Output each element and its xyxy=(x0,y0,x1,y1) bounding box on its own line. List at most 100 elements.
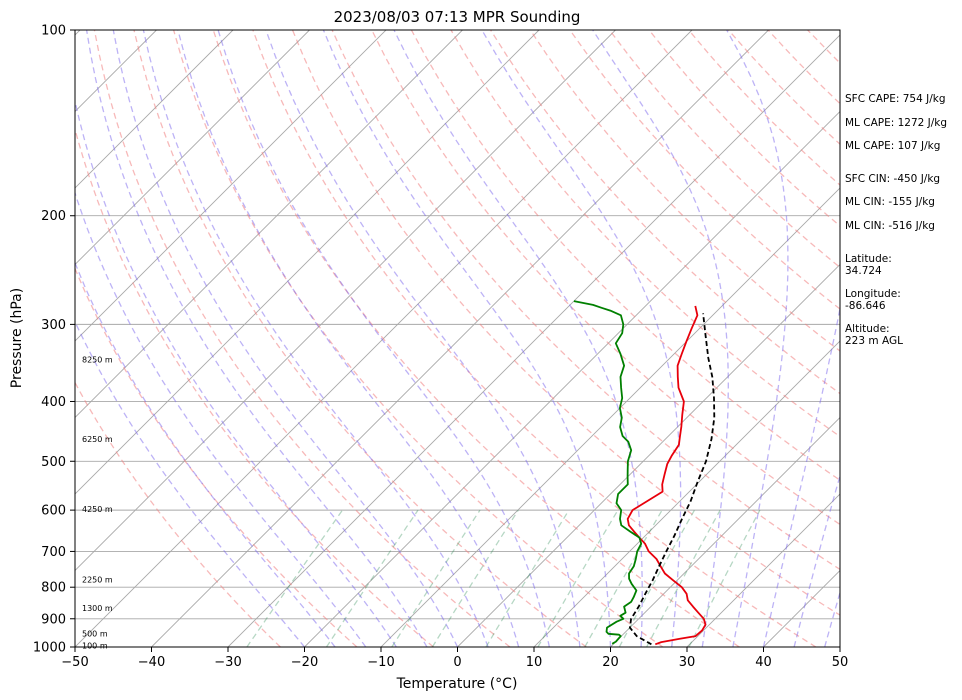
x-tick-label: −50 xyxy=(61,655,88,670)
dry-adiabat-line xyxy=(371,30,840,526)
dry-adiabat-line xyxy=(75,266,358,647)
profile-series xyxy=(573,300,716,646)
dry-adiabat-line xyxy=(490,30,840,395)
stat-sfc-cape: SFC CAPE: 754 J/kg xyxy=(845,93,946,105)
moist-adiabat-line xyxy=(592,30,729,647)
moist-adiabat-line xyxy=(75,190,367,647)
height-label: 6250 m xyxy=(82,435,113,444)
y-tick-label: 400 xyxy=(41,395,66,410)
mixing-ratio-line xyxy=(537,509,619,647)
y-tick-label: 200 xyxy=(41,209,66,224)
y-axis: 100 200 300 400 500 600 700 800 900 1000 xyxy=(33,24,75,656)
isotherm-line xyxy=(686,493,840,647)
dry-adiabat-line xyxy=(291,30,840,616)
x-tick-label: 0 xyxy=(453,655,461,670)
moist-adiabat-line xyxy=(217,30,550,647)
parcel-line xyxy=(629,313,716,646)
y-tick-label: 700 xyxy=(41,545,66,560)
isotherm-line xyxy=(304,110,840,647)
mixing-ratio-line xyxy=(688,509,761,647)
moist-adiabat-line xyxy=(322,30,612,647)
isotherm-line xyxy=(75,30,310,266)
y-tick-label: 900 xyxy=(41,612,66,627)
x-tick-label: −10 xyxy=(367,655,394,670)
x-axis-label: Temperature (°C) xyxy=(396,676,518,692)
isotherm-line xyxy=(75,30,387,342)
dry-adiabat-line xyxy=(252,30,817,647)
y-tick-label: 300 xyxy=(41,318,66,333)
plot-frame xyxy=(74,29,841,648)
x-tick-label: 50 xyxy=(832,655,849,670)
y-tick-label: 100 xyxy=(41,24,66,39)
stat-ml-cape-2: ML CAPE: 107 J/kg xyxy=(845,140,940,152)
stat-ml-cape-1: ML CAPE: 1272 J/kg xyxy=(845,117,947,129)
dewpoint-line xyxy=(573,300,643,645)
altitude-label: Altitude: xyxy=(845,323,890,335)
mixing-ratio-line xyxy=(485,509,570,647)
dry-adiabat-line xyxy=(172,30,664,647)
dry-adiabat-line xyxy=(133,30,587,647)
y-tick-label: 600 xyxy=(41,504,66,519)
isotherm-line xyxy=(0,30,4,647)
height-label: 500 m xyxy=(82,629,108,638)
x-tick-label: 10 xyxy=(526,655,543,670)
longitude-label: Longitude: xyxy=(845,288,901,300)
isotherm-line xyxy=(75,30,616,572)
height-label: 100 m xyxy=(82,641,108,650)
dry-adiabat-line xyxy=(212,30,740,647)
moist-adiabat-line xyxy=(726,30,789,647)
height-label: 4250 m xyxy=(82,505,113,514)
moist-adiabat-line xyxy=(177,30,520,647)
moist-adiabat-line xyxy=(481,30,682,647)
moist-adiabat-line xyxy=(112,30,459,647)
moist-adiabat-line xyxy=(75,261,336,647)
dry-adiabat-line xyxy=(93,30,511,647)
moist-adiabat-line xyxy=(142,30,489,647)
x-tick-label: −40 xyxy=(138,655,165,670)
mixing-ratio-line xyxy=(391,509,481,647)
isotherm-line xyxy=(533,340,840,647)
x-tick-label: −20 xyxy=(291,655,318,670)
x-tick-label: 20 xyxy=(602,655,619,670)
moist-adiabat-line xyxy=(762,305,840,647)
dry-adiabat-line xyxy=(569,30,840,310)
mixing-ratio-line xyxy=(618,509,696,647)
x-axis: −50 −40 −30 −20 −10 0 10 20 30 40 50 xyxy=(61,647,848,670)
height-label: 1300 m xyxy=(82,604,113,613)
isotherm-line xyxy=(75,30,234,189)
y-tick-label: 1000 xyxy=(33,641,66,656)
stat-sfc-cin: SFC CIN: -450 J/kg xyxy=(845,173,940,185)
moist-adiabat-line xyxy=(75,98,397,647)
isotherm-line xyxy=(75,30,463,419)
x-tick-label: −30 xyxy=(214,655,241,670)
isotherm-line xyxy=(380,187,840,647)
moist-adiabat-line xyxy=(824,590,840,647)
y-tick-label: 500 xyxy=(41,455,66,470)
dry-adiabat-line xyxy=(331,30,840,571)
isotherm-line xyxy=(75,30,540,495)
latitude-label: Latitude: xyxy=(845,253,892,265)
moist-adiabat-line xyxy=(265,30,581,647)
stat-ml-cin-2: ML CIN: -516 J/kg xyxy=(845,220,935,232)
dry-adiabat-line xyxy=(529,30,840,352)
height-label: 8250 m xyxy=(82,355,113,364)
mixing-ratio-line xyxy=(584,509,663,647)
isotherm-line xyxy=(151,30,769,647)
stats-panel: SFC CAPE: 754 J/kg ML CAPE: 1272 J/kg ML… xyxy=(845,93,947,347)
y-tick-label: 800 xyxy=(41,581,66,596)
moist-adiabat-line xyxy=(85,30,428,647)
x-tick-label: 30 xyxy=(679,655,696,670)
altitude-value: 223 m AGL xyxy=(845,335,903,347)
isotherm-line xyxy=(610,416,840,647)
moist-adiabat-line xyxy=(793,473,840,647)
mixing-ratio-line xyxy=(246,509,344,647)
mixing-ratio-line xyxy=(431,509,519,647)
isotherm-line xyxy=(227,34,840,647)
x-tick-label: 40 xyxy=(755,655,772,670)
reference-lines xyxy=(0,30,840,647)
mixing-ratio-line xyxy=(646,509,721,647)
longitude-value: -86.646 xyxy=(845,300,886,312)
y-axis-label: Pressure (hPa) xyxy=(9,288,25,388)
mixing-ratio-line xyxy=(325,509,419,647)
